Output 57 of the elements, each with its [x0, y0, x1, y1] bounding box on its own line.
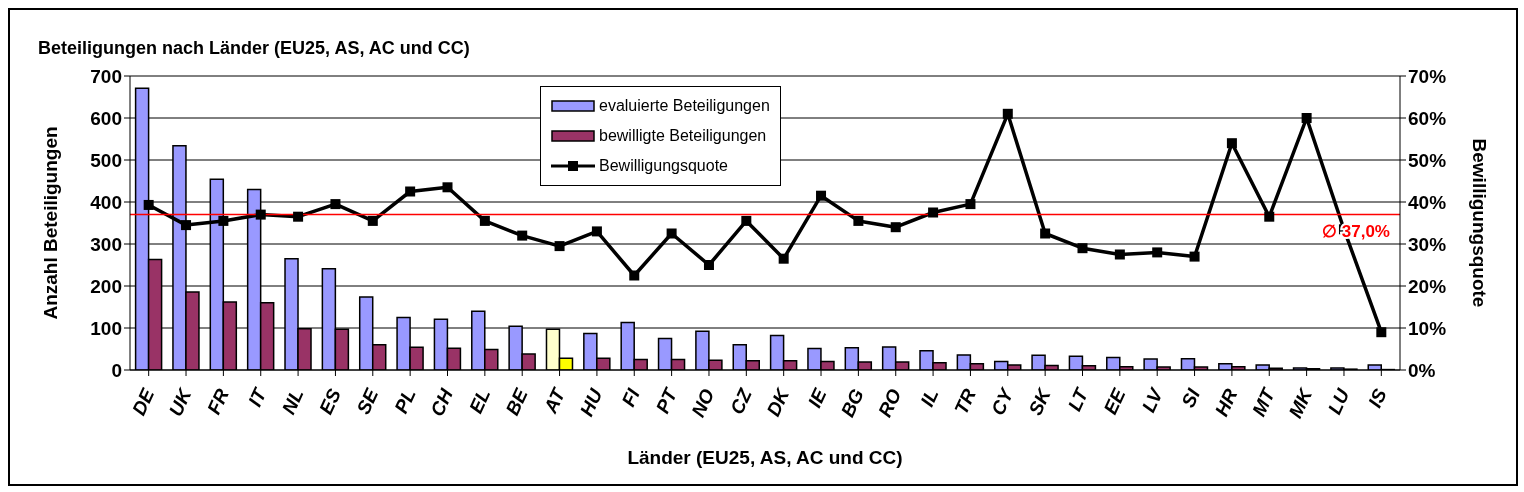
y2-tick-label: 60% [1408, 107, 1447, 129]
x-tick-label: NL [277, 385, 308, 418]
x-tick-label: IT [244, 384, 271, 410]
y2-tick-label: 20% [1408, 275, 1447, 297]
y-tick-label: 700 [90, 65, 122, 87]
x-tick-label: CH [426, 384, 458, 420]
x-tick-label: SK [1024, 384, 1056, 419]
y2-tick-label: 30% [1408, 233, 1447, 255]
y2-tick-label: 40% [1408, 191, 1447, 213]
x-tick-label: LU [1323, 384, 1355, 418]
x-tick-label: HR [1210, 385, 1242, 420]
x-tick-label: NO [687, 385, 719, 421]
y2-tick-label: 70% [1408, 65, 1447, 87]
y-tick-label: 600 [90, 107, 122, 129]
y-tick-label: 200 [90, 275, 122, 297]
x-tick-label: FI [617, 384, 645, 410]
x-tick-label: MK [1284, 384, 1317, 422]
y2-tick-label: 0% [1408, 359, 1436, 381]
x-tick-label: RO [874, 385, 906, 421]
y-axis-title: Anzahl Beteiligungen [39, 126, 61, 320]
y-tick-label: 400 [90, 191, 122, 213]
y-tick-label: 0 [111, 359, 122, 381]
y2-tick-label: 50% [1408, 149, 1447, 171]
x-tick-label: CZ [726, 384, 757, 418]
y-tick-label: 500 [90, 149, 122, 171]
y-tick-label: 100 [90, 317, 122, 339]
x-tick-label: AT [539, 384, 570, 418]
x-tick-label: CY [987, 383, 1019, 419]
x-tick-label: EE [1099, 384, 1130, 418]
x-tick-label: FR [203, 385, 234, 418]
x-tick-label: BG [836, 385, 868, 421]
y-tick-label: 300 [90, 233, 122, 255]
x-tick-label: PT [651, 384, 682, 417]
x-tick-label: EL [465, 385, 495, 417]
x-tick-label: MT [1248, 384, 1280, 420]
chart-title: Beteiligungen nach Länder (EU25, AS, AC und CC) [38, 38, 470, 59]
x-tick-label: LT [1063, 384, 1093, 415]
x-tick-label: ES [315, 385, 346, 418]
legend-label: evaluierte Beteiligungen [599, 97, 770, 115]
x-tick-label: IE [803, 384, 832, 411]
x-tick-label: PL [390, 385, 420, 417]
x-tick-label: LV [1137, 384, 1168, 416]
legend-label: Bewilligungsquote [599, 157, 728, 175]
x-tick-label: IL [916, 385, 943, 410]
x-tick-label: SI [1177, 384, 1205, 411]
x-tick-label: DK [762, 384, 794, 420]
y2-axis-title: Bewilligungsquote [1469, 138, 1491, 308]
x-tick-label: DE [128, 384, 159, 419]
x-tick-label: SE [352, 384, 383, 418]
x-tick-label: HU [575, 384, 607, 420]
x-tick-label: TR [950, 385, 981, 418]
x-tick-label: IS [1364, 385, 1391, 411]
y2-tick-label: 10% [1408, 317, 1447, 339]
x-tick-label: UK [164, 384, 197, 420]
x-axis-title: Länder (EU25, AS, AC und CC) [627, 447, 903, 468]
x-tick-label: BE [501, 384, 533, 419]
legend-label: bewilligte Beteiligungen [599, 127, 767, 145]
